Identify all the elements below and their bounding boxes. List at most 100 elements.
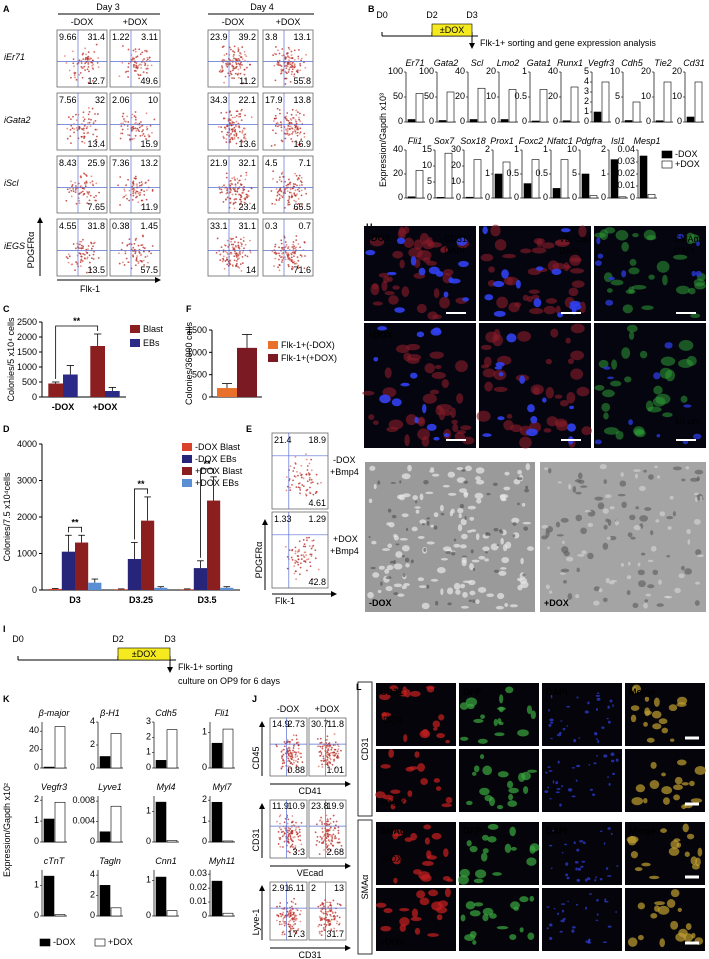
flow-event [331,840,334,843]
flow-event [226,263,229,266]
flow-event [336,915,339,917]
cell-signal [691,270,696,277]
error-bar [210,476,217,501]
cell-signal [459,488,468,493]
cell-signal [438,714,445,721]
cell-signal [594,879,597,882]
flow-event [233,178,236,180]
flow-event [301,184,303,186]
flow-event [280,129,283,132]
quadrant-value: 31.1 [238,221,256,231]
flow-event [308,479,311,481]
flow-event [243,136,246,138]
cell-signal [615,230,629,241]
cell-signal [545,584,550,590]
flow-event [335,929,338,932]
flow-event [322,840,325,843]
flow-event [317,765,320,768]
flow-event [75,187,77,190]
flow-event [87,55,90,58]
cell-signal [436,906,448,914]
flow-event [249,202,251,205]
flow-event [235,246,237,248]
cell-signal [597,740,600,744]
significance-bracket [55,325,99,379]
flow-event [289,929,292,932]
cell-signal [426,242,442,248]
cell-signal [557,912,560,916]
cell-signal [610,832,613,836]
y-tick-label: 1500 [17,347,37,357]
flow-event [72,58,75,61]
flow-event [227,72,230,75]
cell-signal [628,419,633,426]
flow-event [315,491,318,493]
y-tick-label: 10 [567,144,577,154]
flow-event [128,243,131,246]
cell-signal [627,561,631,566]
cell-signal [630,851,638,859]
cell-signal [690,798,703,803]
flow-event [336,841,339,844]
cell-signal [696,240,700,247]
legend-label: Blast [143,324,164,334]
flow-event [237,115,240,118]
flow-event [88,261,91,264]
flow-event [294,252,296,255]
flow-event [292,745,295,747]
cell-signal [577,472,583,480]
flow-event [290,821,293,824]
flow-event [302,545,305,548]
error-bar [51,381,60,384]
flow-event [69,135,72,137]
flow-event [291,832,293,835]
quadrant-value: 16.9 [293,139,311,149]
flow-event [232,50,234,53]
cell-signal [487,823,499,830]
bar [54,726,66,769]
flow-event [238,54,241,57]
flow-event [286,822,289,825]
cell-signal [458,513,462,519]
cell-signal [603,754,608,758]
cell-signal [581,426,592,436]
flow-event [223,184,225,187]
flow-event [291,70,293,73]
flow-event [79,253,82,255]
flow-event [80,191,83,194]
flow-event [326,818,329,821]
flow-event [293,64,296,67]
y-tick-label: 40 [455,66,465,76]
flow-event [233,198,236,201]
flow-event [304,545,307,548]
bar [593,111,602,123]
flow-event [323,823,326,825]
flow-event [287,838,290,841]
bar [222,840,234,843]
cell-signal [563,550,570,557]
flow-event [291,738,294,741]
flow-event [293,565,296,567]
y-tick-label: 20 [486,66,496,76]
flow-event [308,462,311,465]
cell-signal [495,361,505,368]
cell-signal [561,784,563,788]
y-axis-label: Colonies/7.5 x10⁴cells [2,472,12,561]
cell-signal [673,254,688,260]
y-tick-label: 0 [601,192,606,202]
flow-event [284,192,286,195]
flow-event [278,923,281,926]
cell-signal [651,710,662,719]
cell-signal [693,278,706,287]
flow-event [233,188,236,191]
flow-event [132,246,135,249]
cell-signal [612,772,616,776]
flow-event [291,108,294,111]
cell-signal [435,600,439,606]
cell-signal [569,300,581,307]
error-bar [91,578,99,583]
flow-event [297,751,300,754]
cell-signal [414,416,419,424]
flow-event [76,242,79,245]
flow-event [80,259,83,262]
